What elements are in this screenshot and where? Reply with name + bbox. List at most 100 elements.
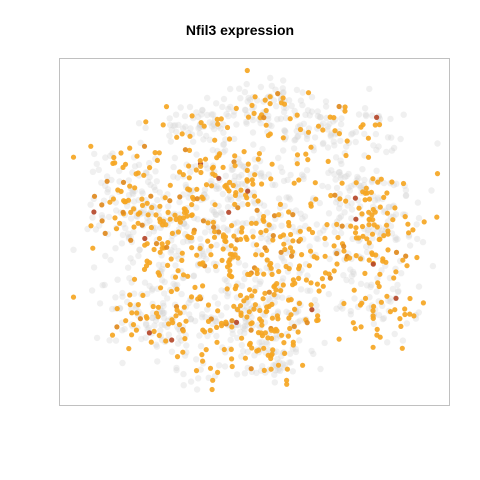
expressing-cell-point [377,236,383,242]
background-cell-point [211,294,218,301]
background-cell-point [314,235,322,243]
background-cell-point [112,337,120,344]
background-cell-point [374,228,381,235]
background-cell-point [278,253,285,260]
background-cell-point [392,234,399,241]
expressing-cell-point [296,275,302,281]
background-cell-point [201,186,209,193]
expressing-cell-point [229,324,235,330]
background-cell-point [348,182,355,190]
background-cell-point [300,175,307,183]
background-cell-point [271,379,278,386]
expressing-cell-point [194,196,200,202]
background-cell-point [170,163,177,171]
expressing-cell-point [139,222,145,228]
background-cell-point [167,121,174,129]
background-cell-point [237,328,244,336]
expressing-cell-point [181,206,187,212]
expressing-cell-point [374,114,380,120]
background-cell-point [386,274,394,282]
background-cell-point [265,112,272,120]
background-cell-point [259,363,266,370]
background-cell-point [130,228,137,236]
chart-title: Nfil3 expression [185,22,295,38]
background-cell-point [336,214,343,222]
background-cell-point [149,314,156,321]
background-cell-point [159,261,167,268]
background-cell-point [230,177,238,184]
expressing-cell-point [291,323,297,329]
expressing-cell-point [179,257,185,263]
expressing-cell-point [291,180,297,186]
background-cell-point [274,262,281,270]
background-cell-point [333,184,341,192]
expressing-cell-point [208,243,214,249]
background-cell-point [218,210,226,217]
background-cell-point [337,137,344,145]
background-cell-point [223,277,230,285]
background-cell-point [321,339,328,347]
expressing-cell-point [288,231,294,238]
expressing-cell-point [308,203,314,209]
background-cell-point [361,130,368,138]
expressing-cell-point [200,327,206,333]
background-cell-point [217,209,225,216]
expressing-cell-point [174,286,180,292]
expressing-cell-point [244,236,250,242]
background-cell-point [102,182,109,189]
expressing-cell-point [70,294,77,300]
background-cell-point [415,283,423,290]
expressing-cell-point [153,310,160,316]
background-cell-point [283,194,290,201]
expressing-cell-point [402,214,408,220]
background-cell-point [300,120,307,128]
background-cell-point [235,259,243,266]
background-cell-point [287,359,294,366]
expressing-cell-point [331,268,337,274]
background-cell-point [388,147,396,154]
background-cell-point [239,220,246,227]
background-cell-point [317,114,324,121]
background-cell-point [350,270,357,278]
background-cell-point [138,188,145,195]
expressing-cell-point [256,347,262,353]
background-cell-point [213,211,220,218]
expressing-cell-point [358,324,364,330]
expressing-cell-point [341,248,347,254]
expressing-cell-point [434,214,440,220]
background-cell-point [161,315,168,322]
expressing-cell-point [366,196,373,202]
background-cell-point [175,334,183,341]
background-cell-point [265,115,272,123]
background-cell-point [199,106,206,114]
expressing-cell-point [420,300,426,306]
background-cell-point [183,342,190,349]
background-cell-point [344,202,351,209]
expressing-cell-point [145,212,151,218]
background-cell-point [241,88,249,96]
expressing-cell-point [229,223,235,229]
background-cell-point [274,308,282,315]
background-cell-point [202,161,209,169]
background-cell-point [247,171,254,178]
expressing-cell-point [376,122,383,128]
expressing-cell-point [312,180,318,186]
expressing-cell-point [280,232,287,238]
expressing-cell-point [313,196,319,202]
background-cell-point [171,154,179,162]
background-cell-point [155,261,163,269]
expressing-cell-point [110,196,116,202]
background-cell-point [148,287,156,294]
background-cell-point [160,302,167,310]
expressing-cell-point [315,123,322,129]
background-cell-point [320,139,327,147]
expressing-cell-point [109,332,116,338]
background-cell-point [434,140,441,147]
expressing-cell-point [271,284,277,290]
background-cell-point [357,182,364,190]
expressing-cell-point [152,150,158,156]
background-cell-point [336,190,343,198]
background-cell-point [215,185,223,192]
